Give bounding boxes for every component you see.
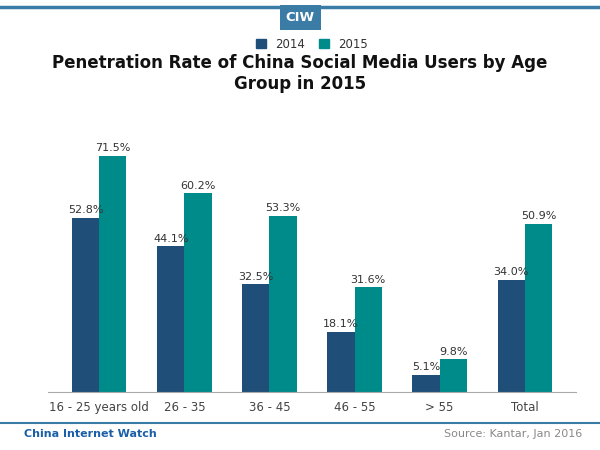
Bar (440, 359, 467, 392)
Text: 50.9%: 50.9% (521, 211, 556, 221)
Bar (328, 332, 355, 392)
Bar (157, 246, 184, 392)
Bar (525, 224, 552, 392)
Text: 34.0%: 34.0% (493, 267, 529, 277)
Bar (72, 218, 99, 392)
Text: 31.6%: 31.6% (350, 275, 386, 285)
Text: 71.5%: 71.5% (95, 144, 131, 153)
Bar (497, 279, 525, 392)
Bar (355, 288, 382, 392)
Bar (242, 284, 269, 392)
Text: 18.1%: 18.1% (323, 319, 359, 329)
Bar (184, 194, 212, 392)
Bar (99, 156, 127, 392)
Text: 52.8%: 52.8% (68, 205, 103, 215)
Text: Source: Kantar, Jan 2016: Source: Kantar, Jan 2016 (444, 429, 582, 439)
Text: 60.2%: 60.2% (180, 180, 215, 191)
Text: Penetration Rate of China Social Media Users by Age
Group in 2015: Penetration Rate of China Social Media U… (52, 54, 548, 93)
Text: 9.8%: 9.8% (439, 346, 467, 356)
Text: 32.5%: 32.5% (238, 272, 274, 282)
Legend: 2014, 2015: 2014, 2015 (251, 33, 373, 55)
Bar (412, 375, 440, 392)
Text: 5.1%: 5.1% (412, 362, 440, 372)
Text: China Internet Watch: China Internet Watch (24, 429, 157, 439)
Text: 53.3%: 53.3% (265, 203, 301, 213)
Text: 44.1%: 44.1% (153, 234, 188, 243)
Bar (269, 216, 296, 392)
Text: CIW: CIW (286, 11, 314, 24)
